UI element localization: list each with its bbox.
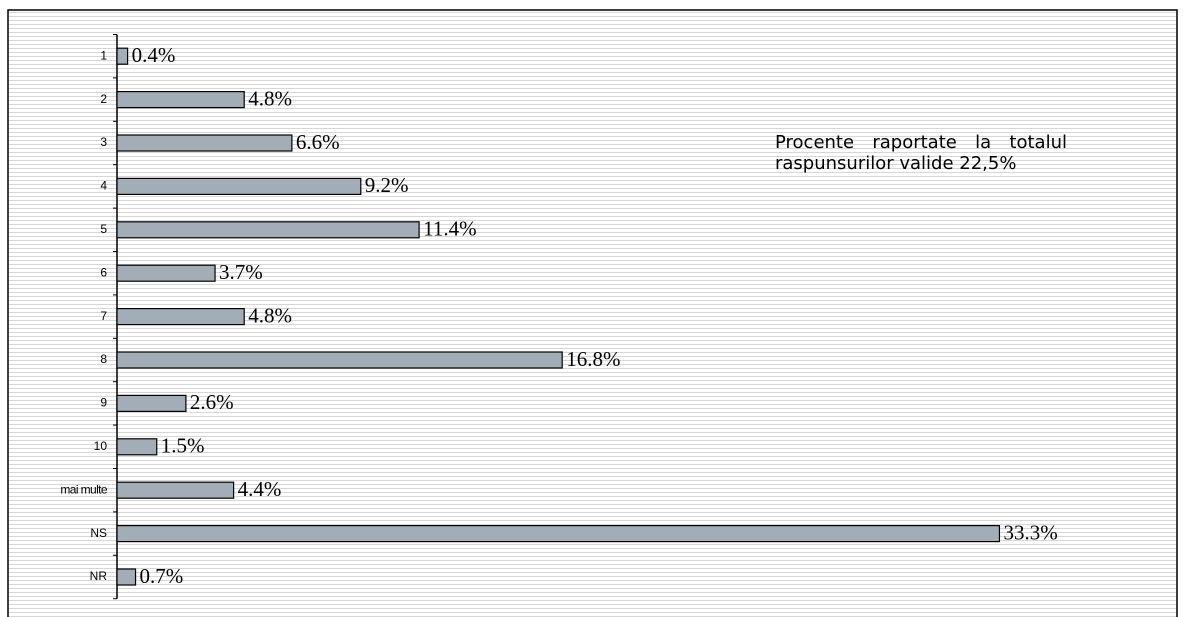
bar <box>116 177 362 195</box>
value-label: 1.5% <box>161 434 205 458</box>
value-label: 16.8% <box>566 347 620 371</box>
y-tick-label: 1 <box>100 48 107 62</box>
y-tick-label: 2 <box>100 92 107 106</box>
bar <box>116 438 158 456</box>
y-tick-label: 3 <box>100 135 107 149</box>
bar <box>116 47 129 65</box>
y-tick-label: NS <box>90 526 107 540</box>
y-tick-label: 10 <box>94 439 108 453</box>
bar <box>116 308 245 326</box>
y-tick-label: 5 <box>100 222 107 236</box>
y-tick-label: mai multe <box>60 482 108 496</box>
bar <box>116 351 563 369</box>
value-label: 4.4% <box>238 477 282 501</box>
bar <box>116 134 293 152</box>
bar <box>116 481 235 499</box>
y-tick-label: 8 <box>100 352 107 366</box>
bar <box>116 524 1001 543</box>
value-label: 4.8% <box>248 86 292 110</box>
y-tick-label: 9 <box>100 396 107 410</box>
value-label: 0.4% <box>132 43 176 67</box>
bar <box>116 264 216 282</box>
bar <box>116 568 137 586</box>
value-label: 9.2% <box>365 173 409 197</box>
value-label: 6.6% <box>296 130 340 154</box>
y-tick-label: 6 <box>100 265 107 279</box>
value-label: 4.8% <box>248 303 292 327</box>
value-label: 11.4% <box>423 217 476 241</box>
y-tick-label: 7 <box>100 309 107 323</box>
y-tick-label: NR <box>90 569 108 583</box>
value-label: 0.7% <box>140 564 184 588</box>
bar <box>116 394 187 412</box>
y-tick-label: 4 <box>100 179 107 193</box>
value-label: 2.6% <box>190 390 234 414</box>
value-label: 33.3% <box>1003 520 1057 544</box>
bar <box>116 90 245 109</box>
value-label: 3.7% <box>219 260 263 284</box>
annotation: Procente raportate la totalul raspunsuri… <box>775 132 1067 174</box>
frame <box>7 9 1178 617</box>
bar <box>116 221 420 239</box>
